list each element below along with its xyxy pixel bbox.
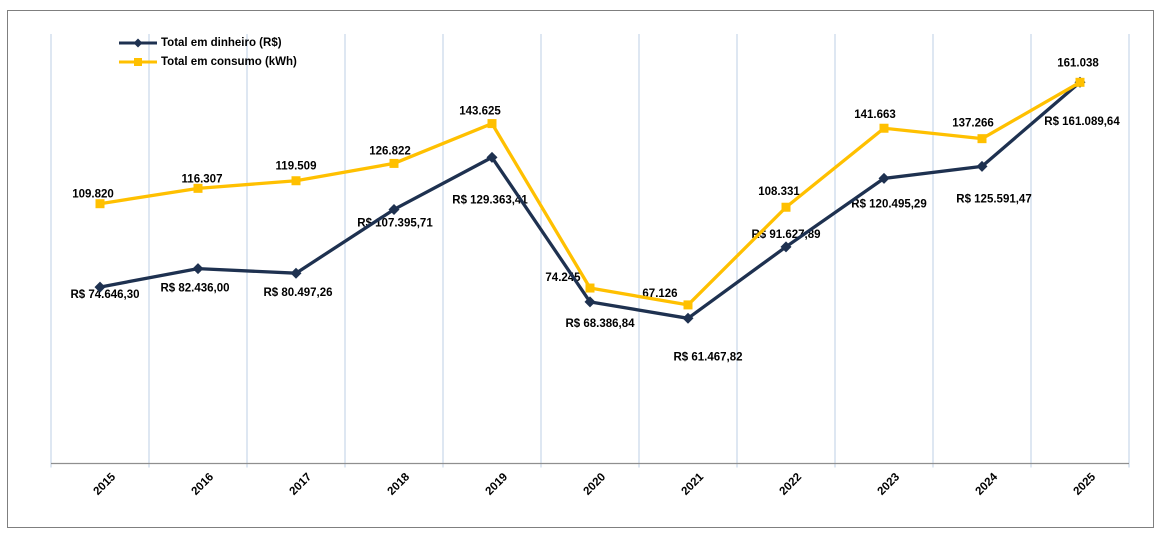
data-point-label: 119.509 [276,161,317,173]
data-point-label: R$ 80.497,26 [263,287,332,299]
x-axis-label: 2021 [680,471,707,498]
x-axis-label: 2024 [974,471,1001,498]
data-point-marker-diamond [976,160,988,172]
chart-legend: Total em dinheiro (R$) Total em consumo … [118,37,297,68]
data-point-marker-diamond [682,312,694,324]
legend-line-diamond-icon [119,38,157,48]
data-point-marker-square [95,199,105,209]
x-axis-label: 2020 [582,471,609,498]
data-point-label: 141.663 [854,109,896,121]
data-point-marker-square [487,119,497,129]
x-axis-label: 2017 [288,471,315,498]
chart[interactable]: Total em dinheiro (R$) Total em consumo … [7,10,1154,528]
data-point-label: 137.266 [952,118,994,130]
x-axis-label: 2022 [778,471,805,498]
x-axis-label: 2016 [190,471,217,498]
data-point-label: 109.820 [72,189,114,201]
x-axis-label: 2023 [876,471,903,498]
data-point-marker-square [683,300,693,310]
legend-label-consumo: Total em consumo (kWh) [161,56,297,68]
data-point-label: R$ 61.467,82 [673,351,742,363]
data-point-label: R$ 68.386,84 [565,318,635,330]
data-point-label: R$ 91.627,89 [751,229,820,241]
x-axis-label: 2019 [484,471,511,498]
data-point-label: R$ 82.436,00 [160,283,229,295]
data-point-marker-square [389,158,399,168]
x-axis-label: 2018 [386,471,413,498]
data-point-marker-square [977,134,987,144]
data-point-marker-diamond [388,203,400,215]
data-point-marker-square [879,123,889,133]
data-point-label: 126.822 [369,145,411,157]
data-point-label: 143.625 [459,106,501,118]
data-point-label: R$ 161.089,64 [1044,116,1120,128]
data-point-marker-diamond [780,241,792,253]
data-point-marker-square [781,202,791,212]
data-point-label: R$ 120.495,29 [851,198,926,210]
legend-item-consumo[interactable]: Total em consumo (kWh) [118,56,297,68]
legend-label-dinheiro: Total em dinheiro (R$) [161,37,282,49]
data-point-label: R$ 125.591,47 [956,193,1031,205]
legend-item-dinheiro[interactable]: Total em dinheiro (R$) [118,37,297,49]
x-axis-label: 2025 [1072,471,1099,498]
data-point-label: 116.307 [182,173,223,185]
data-point-marker-diamond [486,151,498,163]
data-point-marker-square [585,283,595,293]
data-point-marker-diamond [290,267,302,279]
data-point-marker-diamond [878,172,890,184]
data-point-label: R$ 74.646,30 [70,289,139,301]
data-point-marker-diamond [584,296,596,308]
data-point-marker-diamond [94,281,106,293]
data-point-marker-square [1075,77,1085,87]
data-point-label: R$ 129.363,41 [452,194,528,206]
data-point-marker-square [193,183,203,193]
data-point-marker-diamond [192,263,204,275]
data-point-marker-square [291,176,301,186]
x-axis-label: 2015 [92,471,119,498]
data-point-label: 108.331 [758,186,800,198]
legend-line-square-icon [119,58,157,66]
data-point-label: 161.038 [1057,57,1099,69]
